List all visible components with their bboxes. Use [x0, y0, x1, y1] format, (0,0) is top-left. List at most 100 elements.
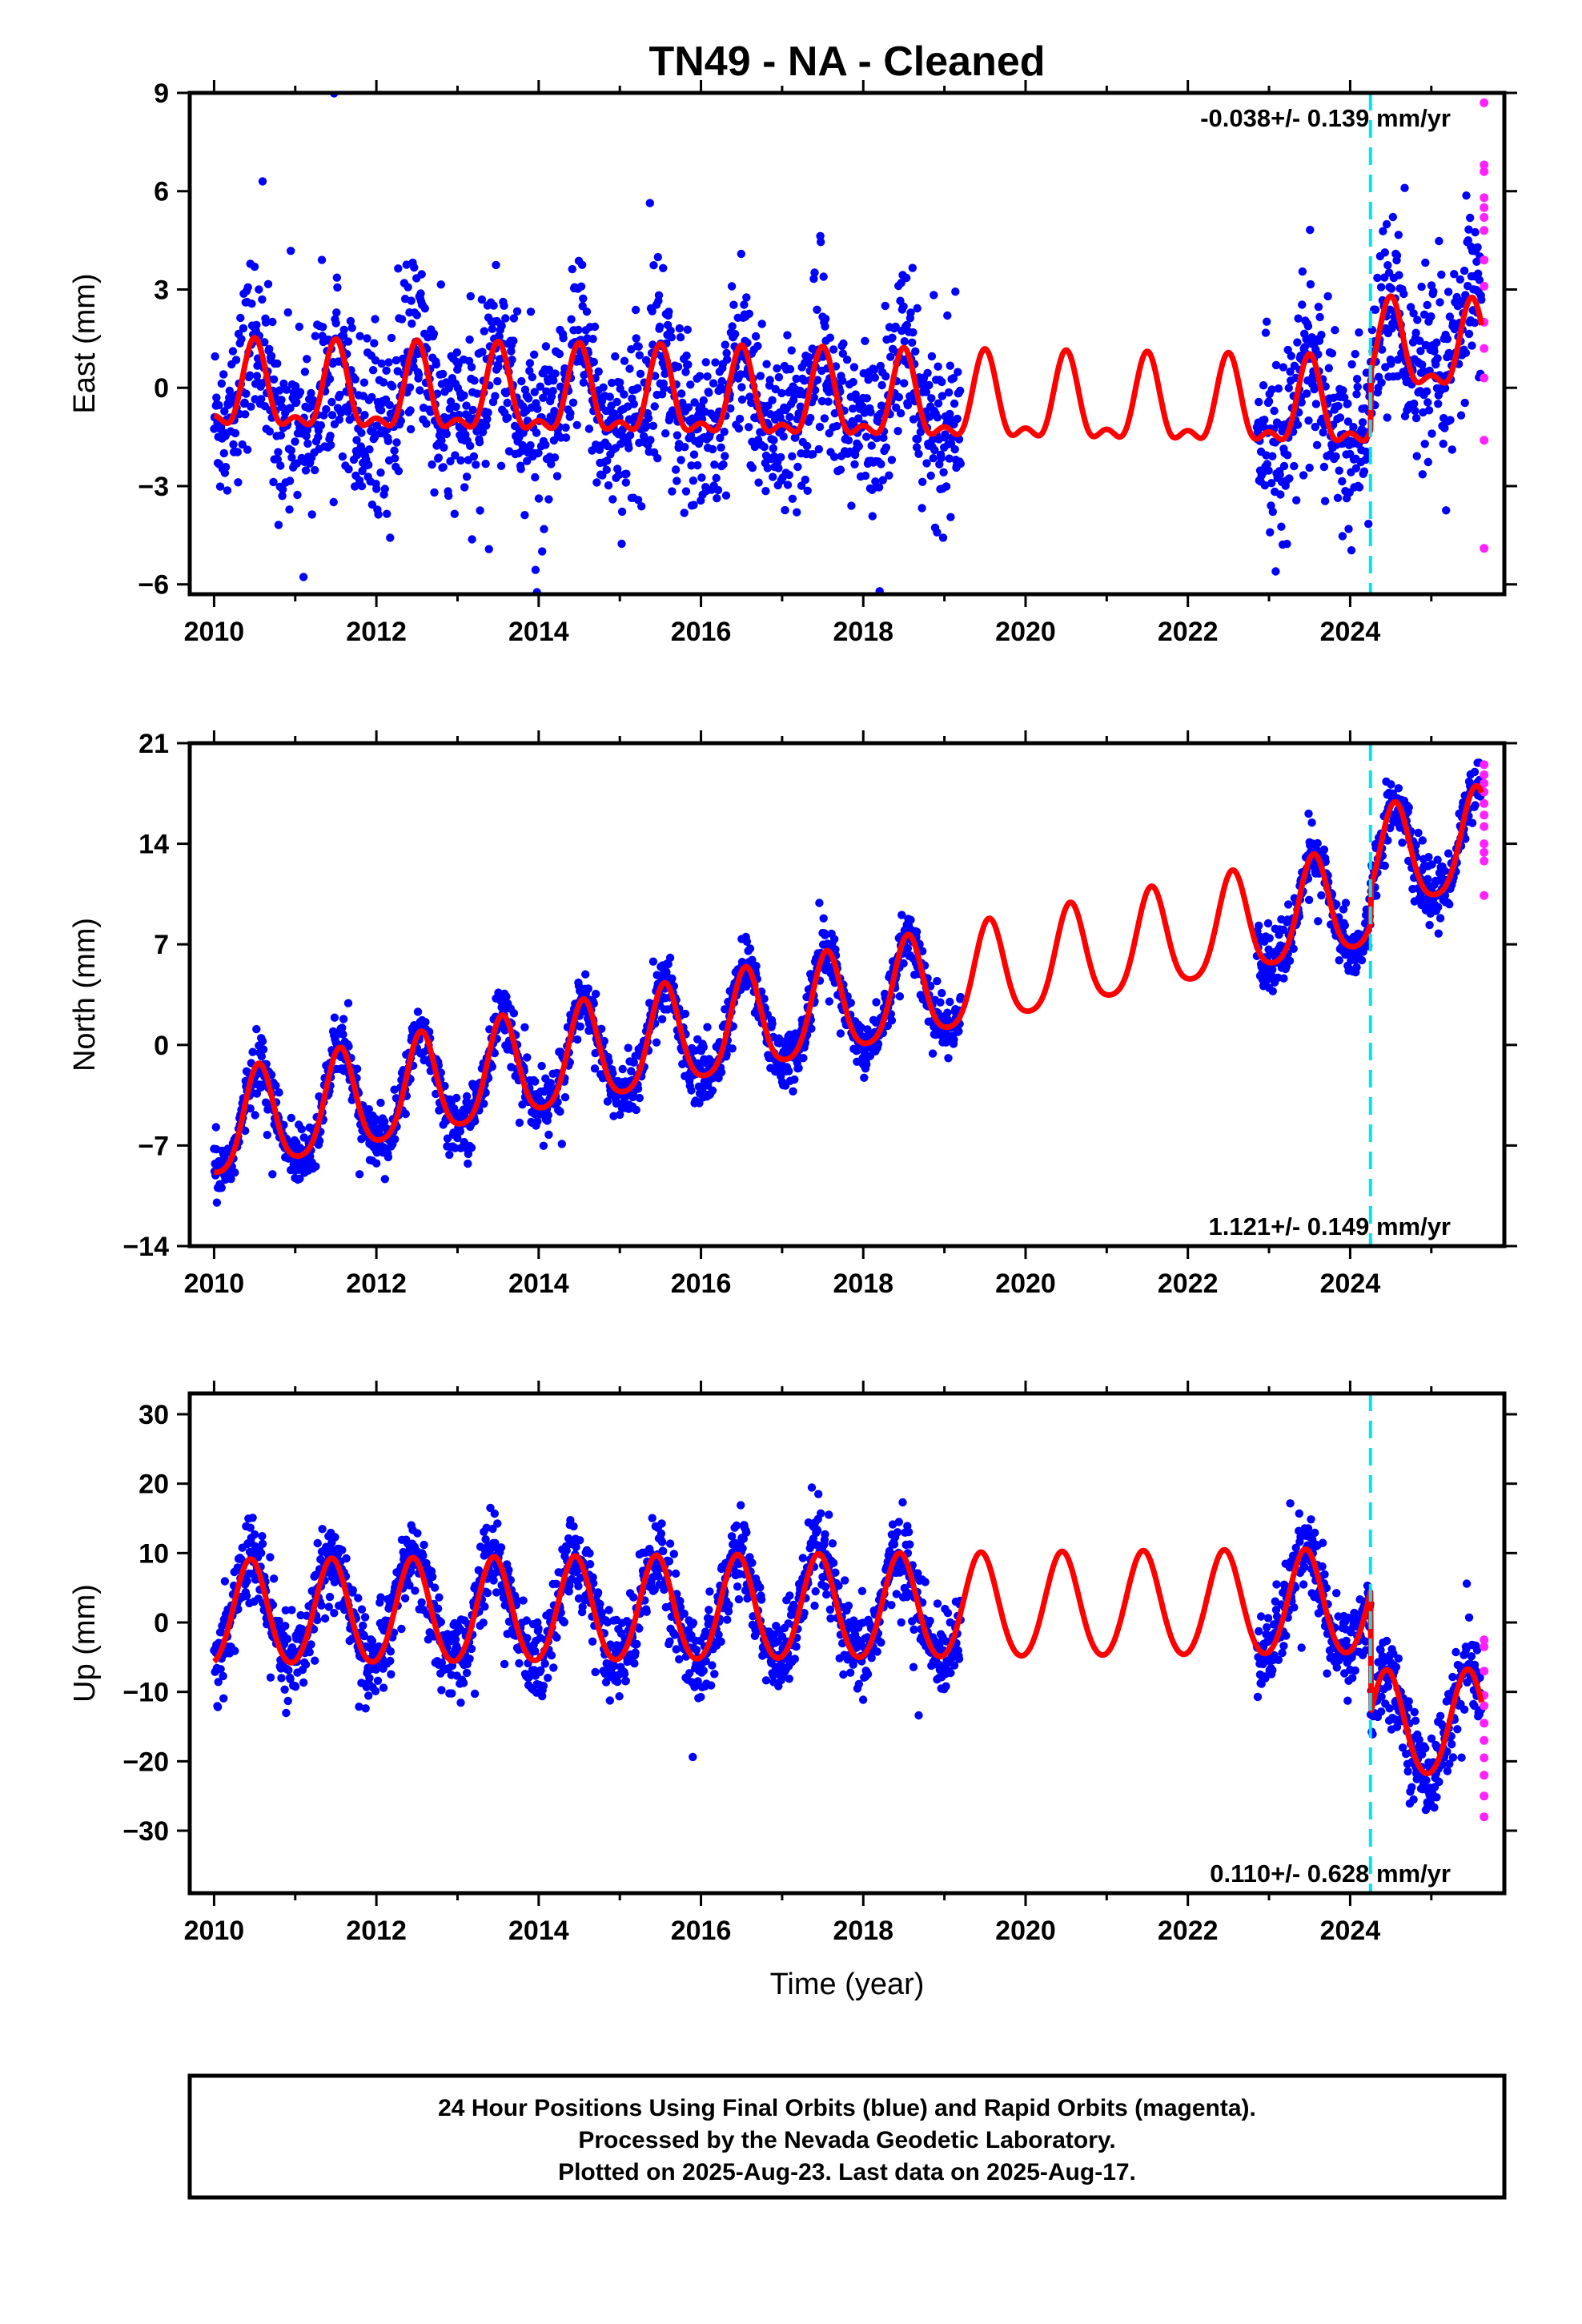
- data-point: [1425, 920, 1434, 930]
- data-point: [452, 1093, 461, 1103]
- data-point: [311, 1162, 320, 1171]
- data-point: [364, 1691, 373, 1700]
- data-point: [544, 1111, 552, 1120]
- data-point: [383, 436, 393, 445]
- data-point: [633, 384, 642, 392]
- rapid-point: [1480, 839, 1489, 849]
- data-point: [785, 1067, 793, 1076]
- data-point: [255, 285, 263, 294]
- data-point: [1319, 845, 1329, 854]
- data-point: [512, 307, 522, 316]
- data-point: [275, 1088, 283, 1097]
- data-point: [489, 301, 498, 310]
- data-point: [479, 1618, 488, 1627]
- data-point: [838, 376, 847, 385]
- data-point: [668, 974, 677, 983]
- data-point: [372, 485, 381, 493]
- data-point: [442, 429, 451, 439]
- data-point: [346, 316, 355, 326]
- data-point: [462, 401, 471, 410]
- data-point: [413, 1529, 422, 1538]
- data-point: [383, 1152, 393, 1162]
- data-point: [1394, 231, 1403, 239]
- data-point: [430, 1583, 440, 1592]
- data-point: [721, 491, 731, 500]
- data-point: [1417, 282, 1426, 292]
- data-point: [588, 335, 597, 344]
- rapid-point: [1480, 847, 1489, 857]
- data-point: [903, 400, 913, 410]
- data-point: [250, 1530, 259, 1539]
- data-point: [285, 505, 294, 514]
- data-point: [1430, 347, 1439, 356]
- data-point: [900, 337, 909, 346]
- data-point: [440, 443, 448, 452]
- data-point: [1334, 401, 1343, 411]
- data-point: [611, 352, 620, 361]
- data-point: [1304, 416, 1313, 425]
- data-point: [929, 454, 938, 463]
- data-point: [504, 413, 512, 422]
- data-point: [891, 322, 900, 332]
- data-point: [372, 1159, 381, 1168]
- data-point: [881, 443, 891, 452]
- data-point: [1306, 279, 1315, 289]
- data-point: [405, 383, 415, 392]
- data-point: [721, 340, 729, 349]
- data-point: [574, 325, 583, 335]
- data-point: [742, 293, 751, 302]
- data-point: [1382, 219, 1391, 229]
- data-point: [946, 513, 955, 521]
- data-point: [830, 935, 839, 944]
- data-point: [830, 452, 839, 461]
- data-point: [275, 386, 284, 395]
- data-point: [325, 1592, 335, 1602]
- data-point: [659, 263, 668, 272]
- data-point: [467, 1144, 476, 1152]
- y-axis-label: East (mm): [68, 273, 102, 413]
- data-point: [1311, 400, 1321, 408]
- x-tick-label: 2022: [1158, 617, 1219, 647]
- data-point: [1267, 479, 1276, 488]
- data-point: [245, 371, 255, 380]
- data-point: [352, 436, 361, 444]
- data-point: [551, 369, 560, 378]
- data-point: [831, 945, 840, 954]
- data-point: [556, 1107, 564, 1116]
- data-point: [636, 369, 645, 378]
- data-point: [1353, 382, 1362, 392]
- data-point: [1427, 860, 1436, 869]
- data-point: [753, 341, 762, 351]
- data-point: [635, 1093, 644, 1103]
- data-point: [820, 414, 829, 423]
- data-point: [568, 398, 578, 407]
- data-point: [544, 495, 553, 504]
- data-point: [285, 476, 295, 485]
- data-point: [357, 481, 367, 491]
- data-point: [470, 1117, 480, 1126]
- data-point: [777, 452, 785, 462]
- data-point: [1424, 853, 1433, 862]
- data-point: [760, 442, 769, 452]
- data-point: [277, 1674, 286, 1683]
- data-point: [460, 483, 469, 492]
- data-point: [717, 376, 726, 386]
- data-point: [1470, 767, 1480, 777]
- data-point: [893, 427, 902, 436]
- data-point: [887, 456, 897, 464]
- data-point: [339, 1030, 347, 1039]
- data-point: [1394, 784, 1403, 793]
- data-point: [1434, 400, 1443, 408]
- data-point: [1259, 381, 1268, 390]
- data-point: [720, 428, 729, 436]
- data-point: [629, 400, 638, 408]
- data-point: [589, 357, 598, 367]
- data-point: [726, 404, 735, 413]
- rapid-point: [1480, 255, 1489, 265]
- data-point: [912, 927, 921, 936]
- data-point: [284, 1666, 293, 1675]
- data-point: [781, 505, 789, 515]
- data-point: [531, 565, 540, 574]
- data-point: [1274, 384, 1283, 393]
- data-point: [756, 372, 765, 380]
